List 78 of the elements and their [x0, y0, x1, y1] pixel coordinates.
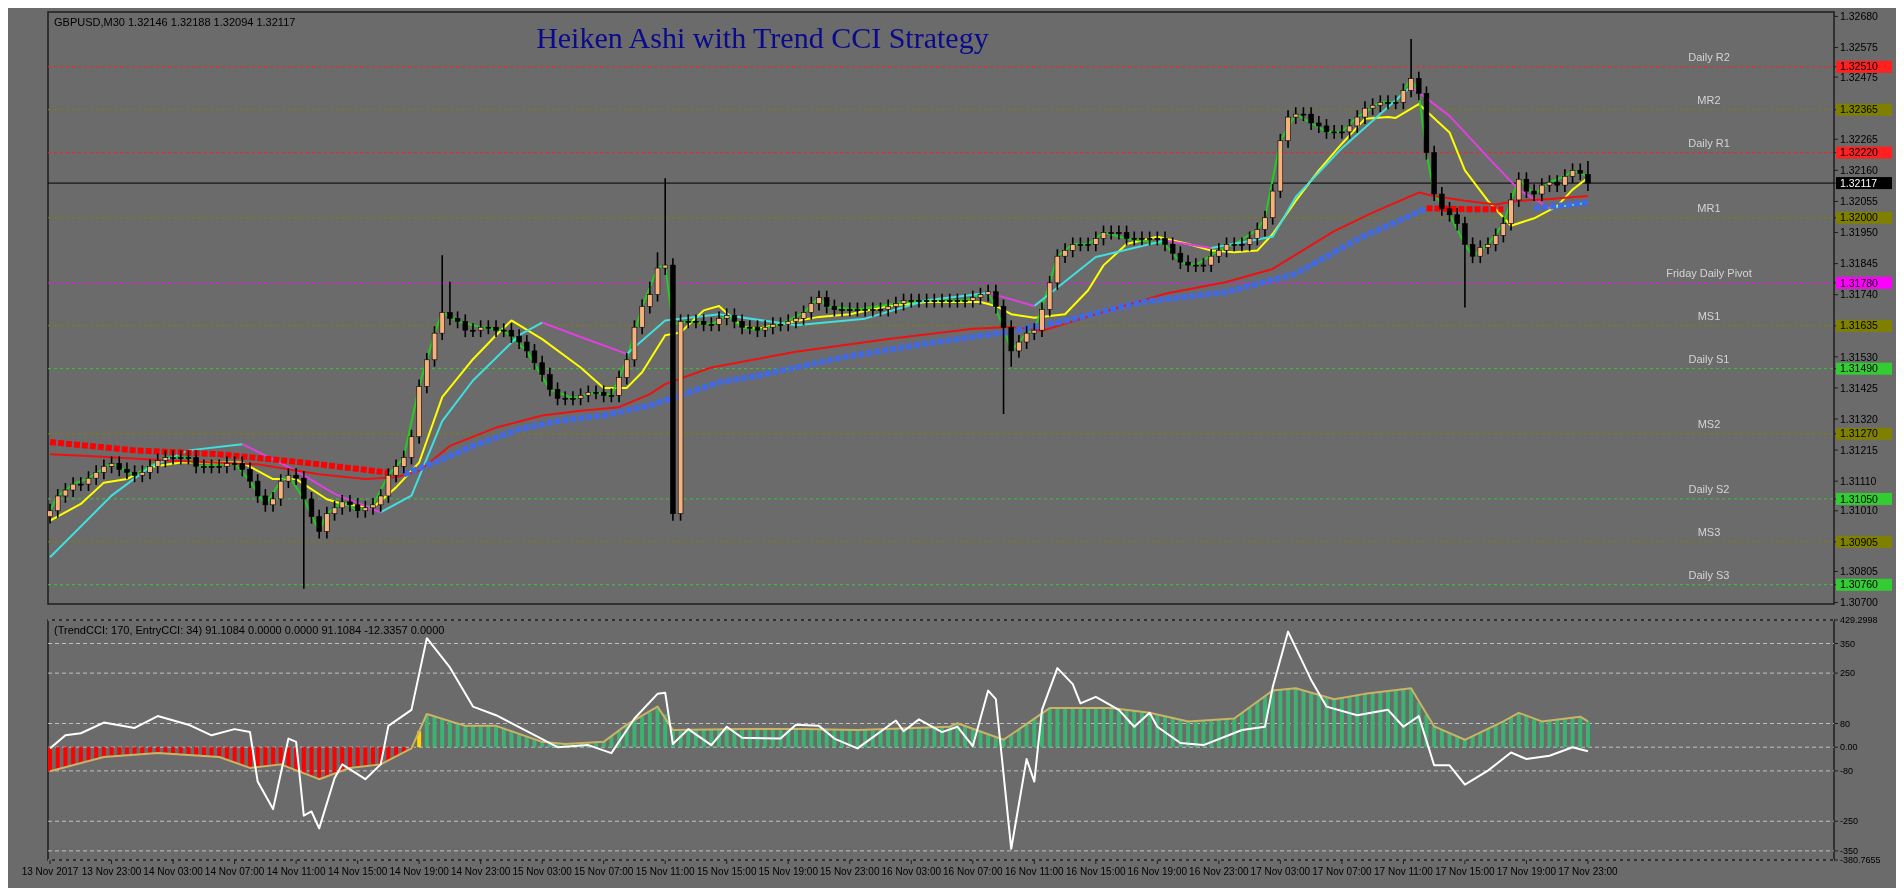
x-tick-label: 16 Nov 23:00	[1189, 866, 1250, 877]
y-tick-label: 1.31530	[1840, 350, 1879, 363]
x-tick-label: 16 Nov 11:00	[1004, 866, 1065, 877]
y-tick-label: 1.31635	[1840, 319, 1879, 332]
y-tick-label: 1.32365	[1840, 103, 1879, 116]
y-tick-label: 1.31425	[1840, 381, 1879, 394]
y-tick-label: 1.31950	[1840, 226, 1879, 239]
y-tick-label: 1.32055	[1840, 195, 1879, 208]
y-tick-label: 1.31780	[1840, 276, 1879, 289]
x-tick-label: 13 Nov 2017	[21, 866, 79, 877]
y-tick-label: 1.30700	[1840, 596, 1879, 609]
y-tick-label: 250	[1840, 668, 1856, 679]
y-tick-label: 1.31490	[1840, 362, 1879, 375]
ref-line-label: Daily R1	[1688, 136, 1730, 149]
y-tick-label: 1.31320	[1840, 412, 1879, 425]
y-tick-label: 350	[1840, 638, 1856, 649]
x-tick-label: 14 Nov 03:00	[143, 866, 204, 877]
ref-line-label: Daily S2	[1688, 482, 1730, 495]
annotation: (TrendCCI: 170, EntryCCI: 34) 91.1084 0.0000 0.0000 91.1084 -12.3357 0.0000	[54, 624, 445, 636]
x-tick-label: 16 Nov 07:00	[943, 866, 1003, 877]
y-tick-label: 1.32575	[1840, 41, 1879, 54]
y-tick-label: 1.31845	[1840, 257, 1879, 270]
y-tick-label: -250	[1840, 816, 1859, 827]
y-tick-label: 1.32680	[1840, 10, 1879, 23]
y-tick-label: 1.30905	[1840, 535, 1879, 548]
y-tick-label: 1.32160	[1840, 164, 1879, 177]
x-tick-label: 17 Nov 15:00	[1435, 866, 1496, 877]
x-tick-label: 14 Nov 15:00	[327, 866, 388, 877]
x-tick-label: 15 Nov 03:00	[512, 866, 573, 877]
y-tick-label: 1.32265	[1840, 132, 1879, 145]
x-tick-label: 16 Nov 15:00	[1066, 866, 1126, 877]
y-tick-label: 1.31740	[1840, 288, 1879, 301]
y-tick-label: 1.32475	[1840, 70, 1879, 83]
x-tick-label: 15 Nov 23:00	[820, 866, 880, 877]
ref-line-label: Daily R2	[1688, 50, 1730, 63]
y-tick-label: -380.7655	[1840, 855, 1881, 866]
y-tick-label: 80	[1840, 718, 1851, 729]
ref-line-label: Friday Daily Pivot	[1666, 266, 1752, 279]
y-tick-label: 1.31270	[1840, 427, 1879, 440]
y-tick-label: 1.31050	[1840, 492, 1879, 505]
y-tick-label: 1.31215	[1840, 443, 1879, 456]
y-tick-label: -350	[1840, 846, 1859, 857]
y-tick-label: 429.2998	[1840, 615, 1878, 626]
x-tick-label: 17 Nov 07:00	[1312, 866, 1373, 877]
ref-line-label: MR2	[1697, 93, 1721, 106]
x-tick-label: 16 Nov 03:00	[881, 866, 942, 877]
x-tick-label: 17 Nov 11:00	[1374, 866, 1434, 877]
y-tick-label: -80	[1840, 766, 1854, 777]
x-tick-label: 14 Nov 19:00	[389, 866, 450, 877]
ref-line-label: MR1	[1697, 201, 1721, 214]
ref-line-label: MS3	[1697, 525, 1721, 538]
x-tick-label: 15 Nov 19:00	[758, 866, 819, 877]
x-tick-label: 17 Nov 19:00	[1496, 866, 1557, 877]
y-tick-label: 1.30805	[1840, 565, 1879, 578]
ref-line-label: Daily S1	[1688, 352, 1730, 365]
y-tick-label: 1.30760	[1840, 578, 1879, 591]
y-tick-label: 1.31010	[1840, 504, 1879, 517]
x-tick-label: 13 Nov 23:00	[81, 866, 142, 877]
ref-line-label: Daily S3	[1688, 568, 1730, 581]
ref-line-label: MS2	[1697, 417, 1721, 430]
x-tick-label: 16 Nov 19:00	[1127, 866, 1188, 877]
chart-title: Heiken Ashi with Trend CCI Strategy	[536, 21, 989, 54]
annotation: GBPUSD,M30 1.32146 1.32188 1.32094 1.32117	[54, 16, 296, 28]
x-tick-label: 17 Nov 03:00	[1250, 866, 1311, 877]
x-tick-label: 14 Nov 07:00	[204, 866, 265, 877]
x-tick-label: 14 Nov 23:00	[450, 866, 511, 877]
x-tick-label: 17 Nov 23:00	[1558, 866, 1619, 877]
y-tick-label: 1.32220	[1840, 146, 1879, 159]
x-tick-label: 15 Nov 15:00	[696, 866, 757, 877]
ref-line-label: MS1	[1697, 309, 1721, 322]
x-tick-label: 15 Nov 07:00	[573, 866, 634, 877]
y-tick-label: 1.32000	[1840, 211, 1879, 224]
y-tick-label: 0.00	[1840, 742, 1858, 753]
x-tick-label: 15 Nov 11:00	[635, 866, 696, 877]
x-tick-label: 14 Nov 11:00	[266, 866, 326, 877]
y-tick-label: 1.32117	[1840, 176, 1878, 189]
y-tick-label: 1.32510	[1840, 60, 1879, 73]
y-tick-label: 1.31110	[1840, 474, 1877, 487]
